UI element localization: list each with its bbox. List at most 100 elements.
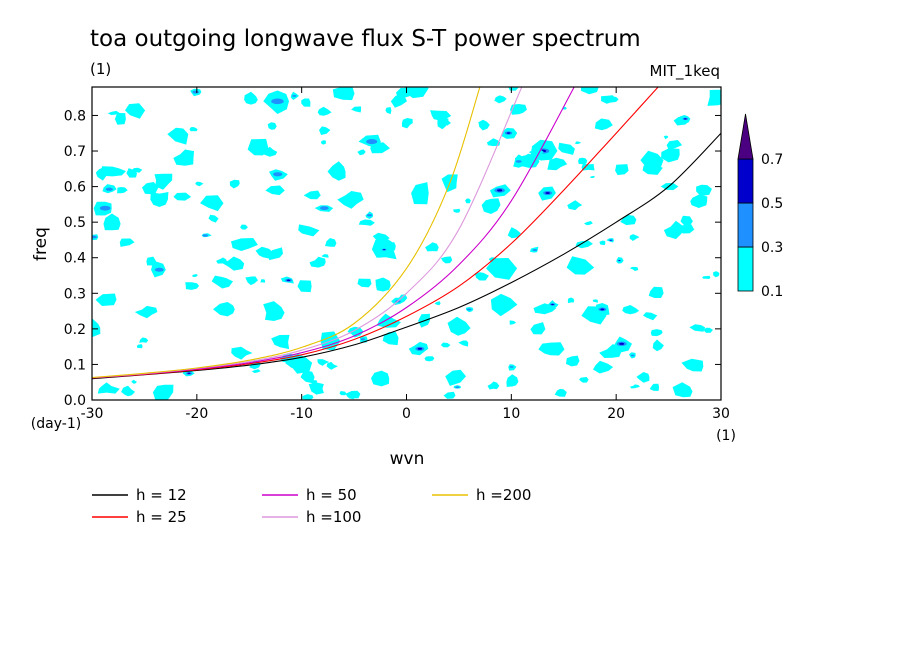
contour-blob	[216, 257, 229, 264]
contour-blob	[434, 301, 441, 306]
contour-blob	[357, 278, 372, 288]
contour-blob	[629, 234, 640, 241]
contour-blob	[620, 214, 637, 226]
contour-blob	[325, 238, 337, 247]
contour-blob-mid	[99, 205, 111, 211]
contour-blob	[554, 388, 567, 397]
contour-blob-mid	[320, 206, 329, 211]
contour-blob	[707, 89, 721, 106]
contour-blob	[139, 337, 149, 343]
y-unit-label: (day-1)	[31, 416, 81, 432]
contour-blob-high	[600, 308, 605, 311]
contour-blob	[404, 87, 429, 99]
contour-blob-mid	[515, 160, 522, 163]
x-tick-label: 20	[607, 406, 625, 422]
contour-blob	[650, 329, 663, 337]
contour-blob	[245, 276, 258, 286]
contour-blob	[447, 316, 471, 336]
contour-blob	[265, 185, 285, 196]
colorbar-segment	[737, 202, 754, 248]
contour-blob	[528, 146, 544, 157]
colorbar-label: 0.1	[761, 284, 783, 300]
contour-blob	[372, 232, 390, 244]
contour-blob	[474, 272, 489, 281]
contour-blob-mid	[105, 187, 113, 191]
series-line	[92, 87, 575, 379]
contour-blob	[213, 302, 235, 317]
contour-blob	[136, 344, 143, 349]
contour-blob-high	[683, 118, 687, 120]
series-line	[92, 87, 659, 379]
contour-blob	[211, 275, 233, 289]
contour-blob	[320, 140, 326, 145]
contour-blob	[547, 157, 568, 171]
contour-blob	[260, 279, 266, 283]
contour-blob-mid	[273, 172, 283, 177]
contour-blob	[229, 179, 240, 189]
contour-blob	[567, 200, 583, 211]
contour-blob	[643, 312, 658, 321]
contour-blob	[411, 182, 429, 205]
contour-blob-high	[286, 279, 291, 282]
contour-blob	[437, 117, 449, 130]
contour-blob	[332, 87, 355, 101]
contour-blob	[510, 104, 527, 115]
y-tick-label: 0.0	[64, 393, 86, 409]
chart-subtitle-right: MIT_1keq	[650, 62, 720, 81]
contour-blob	[640, 150, 664, 170]
contour-blob	[263, 301, 285, 321]
contour-blob	[487, 138, 501, 147]
contour-blob	[440, 342, 451, 348]
contour-blob	[593, 360, 614, 374]
contour-blob	[267, 247, 283, 261]
contour-blob	[578, 157, 588, 165]
y-tick-label: 0.2	[64, 322, 86, 338]
contour-blob	[401, 118, 413, 129]
contour-blob	[240, 224, 248, 230]
contour-blob	[385, 107, 392, 115]
contour-blob	[681, 358, 704, 372]
contour-blob	[648, 286, 664, 298]
contour-blob	[661, 148, 680, 163]
x-axis: -30 -20 -10 0 10 20 30	[81, 87, 730, 422]
x-tick-label: 10	[502, 406, 520, 422]
contour-blob	[125, 103, 146, 119]
colorbar-label: 0.3	[761, 240, 783, 256]
x-axis-label: wvn	[390, 449, 425, 469]
contour-blob	[173, 192, 192, 201]
contour-blob	[430, 110, 452, 121]
contour-blob	[322, 254, 329, 258]
contour-blob	[244, 91, 258, 105]
contour-blob	[424, 356, 435, 362]
contour-blob	[478, 119, 490, 131]
contour-blob	[146, 256, 157, 266]
contour-blob-mid	[292, 95, 297, 97]
chart-title: toa outgoing longwave flux S-T power spe…	[90, 26, 641, 52]
x-unit-label: (1)	[716, 428, 736, 444]
contour-blob	[566, 256, 595, 275]
contour-blob	[327, 161, 346, 181]
contour-blob	[309, 256, 326, 268]
contour-blob	[443, 391, 456, 399]
contour-blob	[530, 322, 546, 335]
y-axis: 0.0 0.1 0.2 0.3 0.4 0.5 0.6 0.7 0.8	[64, 108, 721, 409]
contour-blob	[704, 327, 713, 333]
contour-blob	[185, 282, 200, 290]
contour-blob-high	[497, 189, 503, 192]
colorbar: 0.1 0.3 0.5 0.7	[737, 113, 783, 300]
contour-blob	[458, 340, 469, 347]
contour-blob	[231, 238, 258, 251]
x-tick-label: -10	[290, 406, 313, 422]
contour-blob	[441, 256, 453, 264]
contour-blob	[660, 183, 679, 191]
contour-blob	[590, 175, 595, 178]
legend-label: h = 12	[136, 486, 187, 504]
contour-blob-high	[417, 347, 423, 350]
y-tick-label: 0.1	[64, 357, 86, 373]
x-tick-label: 0	[402, 406, 411, 422]
contour-blob	[371, 370, 390, 387]
contour-blob-mid	[154, 267, 164, 272]
contour-blob	[298, 224, 320, 237]
contour-blob	[117, 187, 128, 194]
legend: h = 12 h = 25 h = 50 h =100 h =200	[92, 486, 531, 526]
